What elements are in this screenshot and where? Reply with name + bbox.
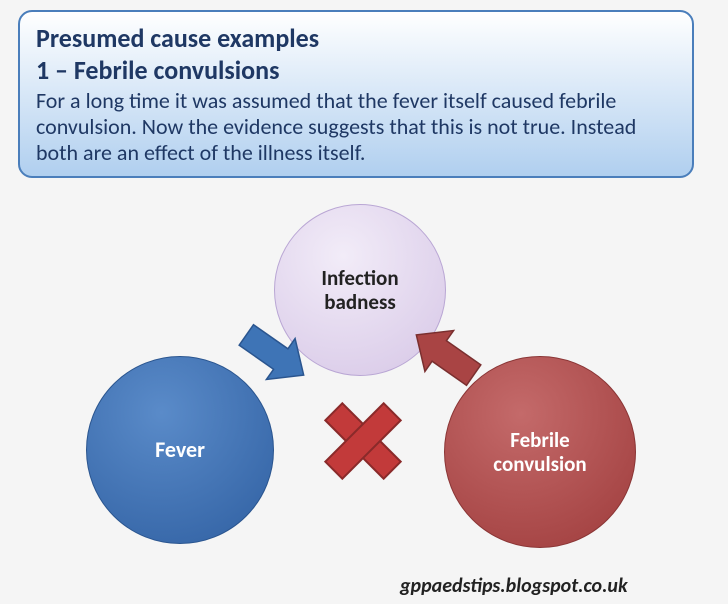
circle-right-label: Febrileconvulsion (493, 428, 586, 476)
cross-x-icon (320, 398, 406, 484)
circle-febrile-convulsion: Febrileconvulsion (444, 356, 636, 548)
header-panel: Presumed cause examples 1 – Febrile conv… (18, 10, 694, 178)
circle-top-label: Infectionbadness (321, 266, 398, 314)
title-line-2: 1 – Febrile convulsions (36, 54, 676, 86)
circle-fever: Fever (86, 356, 274, 544)
footer-url: gppaedstips.blogspot.co.uk (400, 574, 628, 598)
header-body: For a long time it was assumed that the … (36, 88, 676, 166)
circle-left-label: Fever (155, 437, 205, 462)
title-line-1: Presumed cause examples (36, 22, 676, 54)
